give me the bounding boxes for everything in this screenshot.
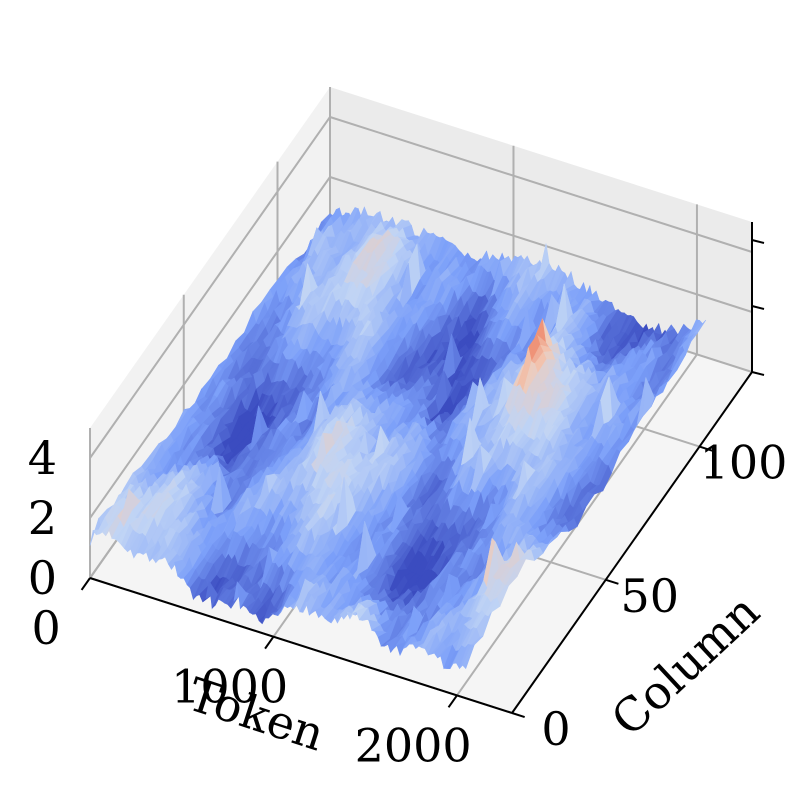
x-tick-label: 2000 [355, 718, 472, 772]
x-tick-label: 1000 [171, 660, 288, 714]
y-tick-label: 50 [620, 569, 679, 623]
z-tick-label: 0 [28, 551, 57, 605]
z-axis-ticks: 0 2 4 [28, 239, 765, 605]
z-tick [751, 371, 765, 376]
y-axis-line [511, 371, 753, 714]
y-tick [511, 712, 525, 719]
z-tick-label: 4 [28, 431, 57, 485]
y-tick-label: 0 [541, 702, 570, 756]
x-tick [80, 577, 91, 591]
x-tick-label: 0 [32, 601, 61, 655]
y-axis-ticks: 0 50 100 [511, 436, 788, 756]
y-tick [699, 445, 713, 452]
z-tick-label: 2 [28, 491, 57, 545]
y-tick-label: 100 [700, 436, 788, 490]
surface-mesh [89, 206, 707, 670]
z-tick [751, 305, 765, 310]
x-axis-line [89, 577, 513, 714]
x-tick [447, 694, 458, 708]
back-pane [330, 87, 752, 372]
x-axis-ticks: 0 1000 2000 [32, 577, 472, 772]
axis-lines [89, 222, 753, 714]
x-tick [264, 636, 275, 650]
y-tick [605, 578, 619, 585]
z-tick [751, 239, 765, 244]
